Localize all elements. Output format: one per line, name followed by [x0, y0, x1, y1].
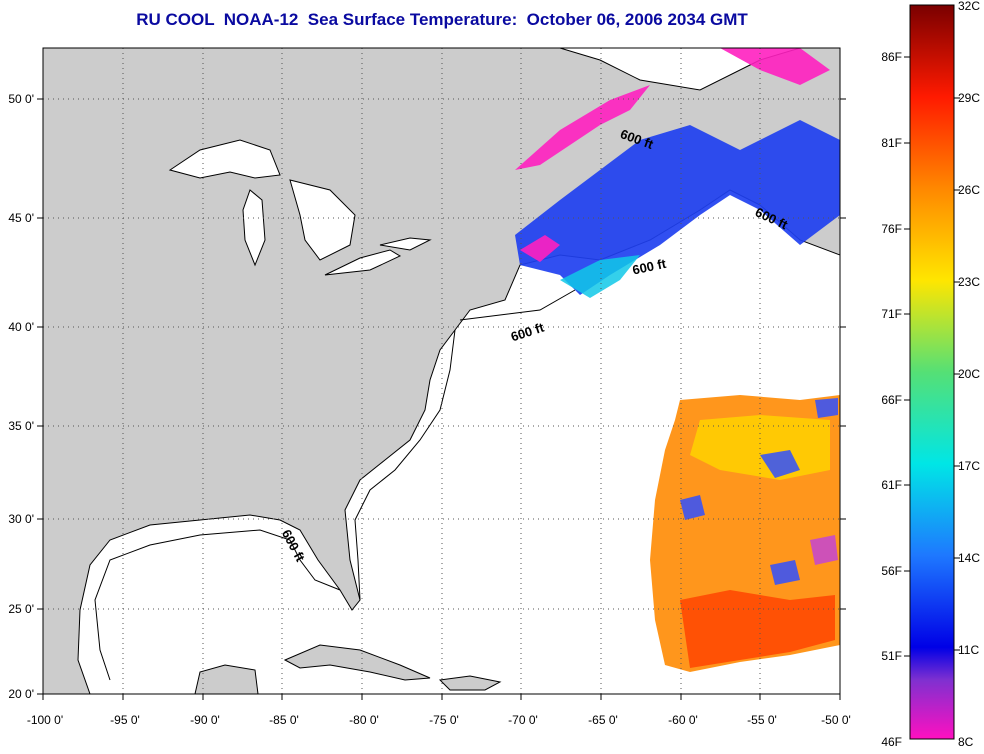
lat-tick-label: 35 0' — [8, 419, 34, 433]
celsius-label: 29C — [958, 91, 980, 105]
contour-600ft — [94, 289, 576, 681]
sst-northern-blue — [515, 120, 840, 295]
land-hispaniola — [438, 675, 502, 691]
sst-northern-cyan — [560, 255, 640, 298]
lon-tick-label: -80 0' — [349, 713, 379, 727]
fahrenheit-label: 81F — [881, 136, 902, 150]
lon-tick-label: -95 0' — [110, 713, 140, 727]
lon-tick-label: -75 0' — [429, 713, 459, 727]
lake-michigan-huron — [242, 179, 356, 267]
colorbar — [909, 4, 955, 740]
lon-tick-label: -50 0' — [821, 713, 851, 727]
lake-erie-ontario — [324, 237, 432, 276]
lon-tick-label: -70 0' — [508, 713, 538, 727]
fahrenheit-label: 51F — [881, 649, 902, 663]
sst-northern-magenta — [515, 48, 830, 262]
lat-tick-label: 20 0' — [8, 687, 34, 701]
fahrenheit-label: 71F — [881, 307, 902, 321]
lon-tick-label: -100 0' — [27, 713, 63, 727]
contour-label-3: 600 ft — [631, 256, 668, 278]
fahrenheit-label: 76F — [881, 222, 902, 236]
map-title: RU COOL NOAA-12 Sea Surface Temperature:… — [136, 10, 748, 29]
celsius-label: 14C — [958, 551, 980, 565]
colorbar-fahrenheit-labels: 86F 81F 76F 71F 66F 61F 56F 51F 46F — [881, 50, 902, 749]
land-yucatan — [194, 664, 259, 694]
colorbar-ticks — [904, 56, 960, 657]
celsius-label: 11C — [958, 643, 979, 657]
celsius-label: 17C — [958, 459, 980, 473]
celsius-label: 26C — [958, 183, 980, 197]
fahrenheit-label: 61F — [881, 478, 902, 492]
celsius-label: 8C — [958, 735, 974, 749]
lon-tick-label: -65 0' — [588, 713, 618, 727]
celsius-label: 32C — [958, 0, 980, 13]
fahrenheit-label: 56F — [881, 564, 902, 578]
sst-southern-magenta-patches — [810, 535, 838, 565]
axis-ticks — [37, 98, 846, 700]
lon-tick-label: -55 0' — [747, 713, 777, 727]
celsius-label: 20C — [958, 367, 980, 381]
lat-tick-label: 50 0' — [8, 92, 34, 106]
lon-tick-label: -90 0' — [190, 713, 220, 727]
lon-tick-label: -85 0' — [269, 713, 299, 727]
lat-tick-label: 45 0' — [8, 211, 34, 225]
land-cuba — [283, 644, 431, 681]
sst-southern-blue-patches — [680, 398, 838, 585]
fahrenheit-label: 46F — [881, 735, 902, 749]
lat-tick-label: 25 0' — [8, 602, 34, 616]
lon-tick-labels: -100 0' -95 0' -90 0' -85 0' -80 0' -75 … — [27, 713, 851, 727]
lat-tick-labels: 20 0' 25 0' 30 0' 35 0' 40 0' 45 0' 50 0… — [8, 92, 34, 701]
lat-tick-label: 30 0' — [8, 512, 34, 526]
lat-tick-label: 40 0' — [8, 320, 34, 334]
lon-tick-label: -60 0' — [668, 713, 698, 727]
lake-superior — [168, 139, 281, 179]
fahrenheit-label: 66F — [881, 393, 902, 407]
celsius-label: 23C — [958, 275, 980, 289]
colorbar-celsius-labels: 32C 29C 26C 23C 20C 17C 14C 11C 8C — [958, 0, 980, 749]
fahrenheit-label: 86F — [881, 50, 902, 64]
